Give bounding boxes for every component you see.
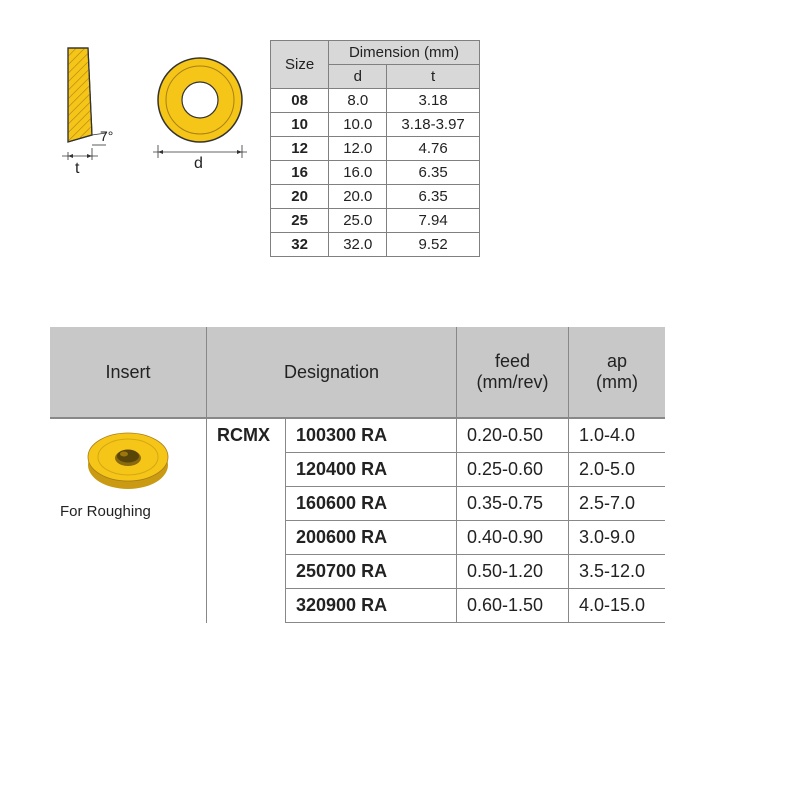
dim-size: 12 xyxy=(271,137,329,161)
top-section: 7° t d xyxy=(50,40,750,257)
dim-header-d: d xyxy=(329,65,387,89)
dim-size: 08 xyxy=(271,89,329,113)
dim-header-size: Size xyxy=(271,41,329,89)
main-row: For Roughing RCMX100300 RA0.20-0.501.0-4… xyxy=(50,418,665,453)
d-label: d xyxy=(194,155,203,173)
dim-size: 25 xyxy=(271,209,329,233)
ap-cell: 2.0-5.0 xyxy=(569,453,666,487)
main-header-feed: feed(mm/rev) xyxy=(457,327,569,418)
feed-cell: 0.20-0.50 xyxy=(457,418,569,453)
dim-row: 088.03.18 xyxy=(271,89,480,113)
designation-cell: 100300 RA xyxy=(286,418,457,453)
feed-cell: 0.40-0.90 xyxy=(457,521,569,555)
side-view-svg xyxy=(50,40,120,190)
dim-t: 7.94 xyxy=(387,209,479,233)
feed-cell: 0.25-0.60 xyxy=(457,453,569,487)
dim-d: 8.0 xyxy=(329,89,387,113)
main-header-designation: Designation xyxy=(207,327,457,418)
ap-cell: 3.5-12.0 xyxy=(569,555,666,589)
insert-caption: For Roughing xyxy=(60,503,196,520)
feed-cell: 0.35-0.75 xyxy=(457,487,569,521)
main-table: Insert Designation feed(mm/rev) ap(mm) F… xyxy=(50,327,665,623)
ap-cell: 4.0-15.0 xyxy=(569,589,666,623)
dim-header-dimension: Dimension (mm) xyxy=(329,41,480,65)
dim-header-t: t xyxy=(387,65,479,89)
designation-cell: 160600 RA xyxy=(286,487,457,521)
dim-d: 12.0 xyxy=(329,137,387,161)
side-view-diagram: 7° t xyxy=(50,40,120,190)
dim-d: 32.0 xyxy=(329,233,387,257)
dim-row: 1616.06.35 xyxy=(271,161,480,185)
dim-size: 32 xyxy=(271,233,329,257)
dim-t: 3.18 xyxy=(387,89,479,113)
main-header-ap: ap(mm) xyxy=(569,327,666,418)
dim-t: 3.18-3.97 xyxy=(387,113,479,137)
dim-row: 2020.06.35 xyxy=(271,185,480,209)
dim-size: 10 xyxy=(271,113,329,137)
main-header-insert: Insert xyxy=(50,327,207,418)
ap-cell: 2.5-7.0 xyxy=(569,487,666,521)
designation-cell: 120400 RA xyxy=(286,453,457,487)
diagrams-area: 7° t d xyxy=(50,40,250,190)
dim-row: 1212.04.76 xyxy=(271,137,480,161)
dim-size: 20 xyxy=(271,185,329,209)
t-label: t xyxy=(75,160,79,178)
dimension-table: Size Dimension (mm) d t 088.03.181010.03… xyxy=(270,40,480,257)
dim-t: 6.35 xyxy=(387,161,479,185)
dim-row: 1010.03.18-3.97 xyxy=(271,113,480,137)
dim-d: 10.0 xyxy=(329,113,387,137)
feed-cell: 0.60-1.50 xyxy=(457,589,569,623)
dim-t: 6.35 xyxy=(387,185,479,209)
dim-row: 2525.07.94 xyxy=(271,209,480,233)
designation-cell: 320900 RA xyxy=(286,589,457,623)
feed-cell: 0.50-1.20 xyxy=(457,555,569,589)
ap-cell: 1.0-4.0 xyxy=(569,418,666,453)
dim-d: 20.0 xyxy=(329,185,387,209)
insert-icon xyxy=(83,425,173,495)
prefix-cell: RCMX xyxy=(207,418,286,623)
angle-label: 7° xyxy=(100,128,113,144)
designation-cell: 250700 RA xyxy=(286,555,457,589)
dim-size: 16 xyxy=(271,161,329,185)
dim-t: 9.52 xyxy=(387,233,479,257)
dim-row: 3232.09.52 xyxy=(271,233,480,257)
dim-d: 25.0 xyxy=(329,209,387,233)
ap-cell: 3.0-9.0 xyxy=(569,521,666,555)
dim-d: 16.0 xyxy=(329,161,387,185)
designation-cell: 200600 RA xyxy=(286,521,457,555)
front-view-diagram: d xyxy=(150,50,250,180)
dim-t: 4.76 xyxy=(387,137,479,161)
insert-cell: For Roughing xyxy=(50,418,207,623)
